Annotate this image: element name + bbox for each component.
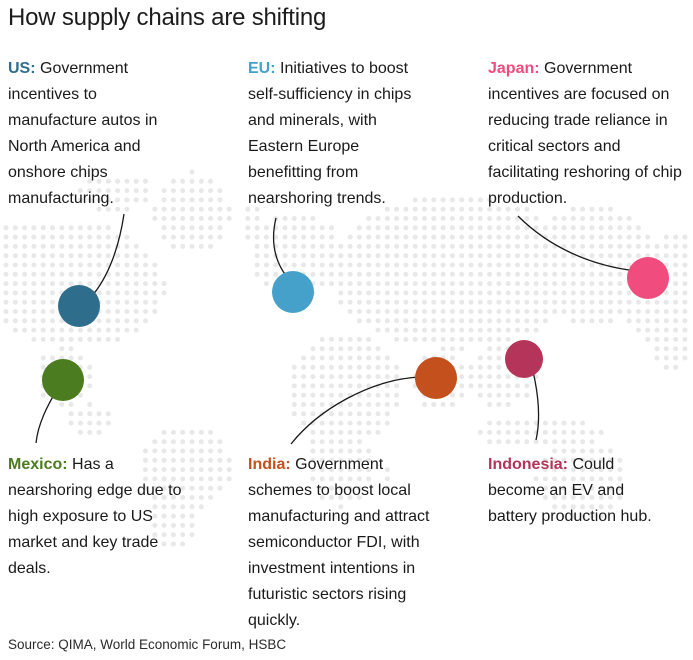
- mexico-label: Mexico:: [8, 456, 68, 473]
- indonesia-text: Could become an EV and battery productio…: [488, 456, 652, 525]
- mexico-marker: [42, 359, 84, 401]
- india-marker: [415, 357, 457, 399]
- japan-text: Government incentives are focused on red…: [488, 60, 682, 207]
- mexico-text: Has a nearshoring edge due to high expos…: [8, 456, 182, 577]
- callout-india: India: Government schemes to boost local…: [248, 452, 434, 634]
- eu-marker: [272, 271, 314, 313]
- page-title: How supply chains are shifting: [8, 4, 327, 31]
- callout-indonesia: Indonesia: Could become an EV and batter…: [488, 452, 670, 530]
- india-label: India:: [248, 456, 291, 473]
- callout-us: US: Government incentives to manufacture…: [8, 56, 166, 212]
- connector-japan: [517, 215, 638, 272]
- japan-marker: [627, 257, 669, 299]
- dot-map: [3, 169, 688, 547]
- connector-us: [91, 213, 125, 297]
- region-markers: [42, 257, 669, 401]
- callout-mexico: Mexico: Has a nearshoring edge due to hi…: [8, 452, 188, 582]
- source-note: Source: QIMA, World Economic Forum, HSBC: [8, 637, 287, 652]
- eu-label: EU:: [248, 60, 276, 77]
- indonesia-label: Indonesia:: [488, 456, 569, 473]
- indonesia-marker: [505, 340, 543, 378]
- callout-eu: EU: Initiatives to boost self-sufficienc…: [248, 56, 436, 212]
- us-text: Government incentives to manufacture aut…: [8, 60, 158, 207]
- eu-text: Initiatives to boost self-sufficiency in…: [248, 60, 412, 207]
- japan-label: Japan:: [488, 60, 540, 77]
- connector-india: [290, 376, 420, 445]
- india-text: Government schemes to boost local manufa…: [248, 456, 430, 629]
- us-label: US:: [8, 60, 36, 77]
- us-marker: [58, 285, 100, 327]
- callout-japan: Japan: Government incentives are focused…: [488, 56, 688, 212]
